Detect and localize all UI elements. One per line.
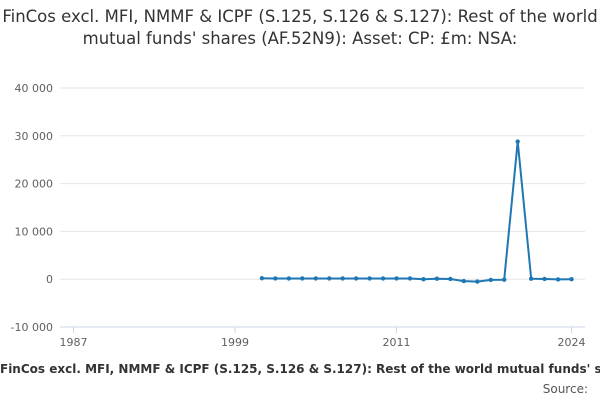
data-point: [542, 276, 547, 282]
data-point: [300, 276, 305, 281]
x-tick-label: 2024: [558, 336, 586, 349]
y-tick-label: 30 000: [15, 130, 54, 143]
data-point: [273, 276, 278, 281]
y-tick-label: 10 000: [15, 225, 54, 238]
data-point: [434, 276, 440, 281]
series-line: [261, 140, 572, 283]
data-point: [448, 276, 453, 282]
data-point: [515, 139, 520, 144]
data-point: [421, 277, 426, 282]
data-point: [340, 276, 345, 281]
data-point: [475, 279, 480, 284]
data-point: [394, 276, 399, 281]
data-point: [259, 276, 265, 281]
x-tick-label: 1999: [221, 336, 249, 349]
data-point: [488, 277, 493, 283]
data-point: [569, 277, 574, 282]
x-tick-label: 2011: [383, 336, 411, 349]
data-point: [502, 277, 507, 282]
y-tick-label: 0: [46, 273, 53, 286]
tick-labels: -10 000 0 10 000 20 000 30 000 40 000 1987 1999…: [11, 82, 586, 349]
source-label: Source:: [542, 382, 588, 396]
grid-lines: [60, 87, 585, 328]
series-layer: [259, 139, 574, 284]
data-point: [353, 276, 359, 281]
data-point: [367, 276, 372, 281]
data-point: [380, 276, 386, 281]
data-point: [461, 278, 467, 284]
data-point: [327, 276, 332, 281]
data-point: [407, 276, 413, 281]
data-point: [286, 276, 292, 281]
y-tick-label: -10 000: [11, 321, 53, 334]
x-axis-title: FinCos excl. MFI, NMMF & ICPF (S.125, S.…: [0, 362, 600, 376]
data-point: [528, 276, 534, 281]
data-point: [313, 276, 318, 281]
x-axis: [60, 326, 585, 333]
y-tick-label: 40 000: [15, 82, 54, 95]
y-tick-label: 20 000: [15, 178, 54, 191]
data-point: [555, 277, 561, 282]
chart-title: FinCos excl. MFI, NMMF & ICPF (S.125, S.…: [2, 7, 598, 48]
x-tick-label: 1987: [59, 336, 87, 349]
